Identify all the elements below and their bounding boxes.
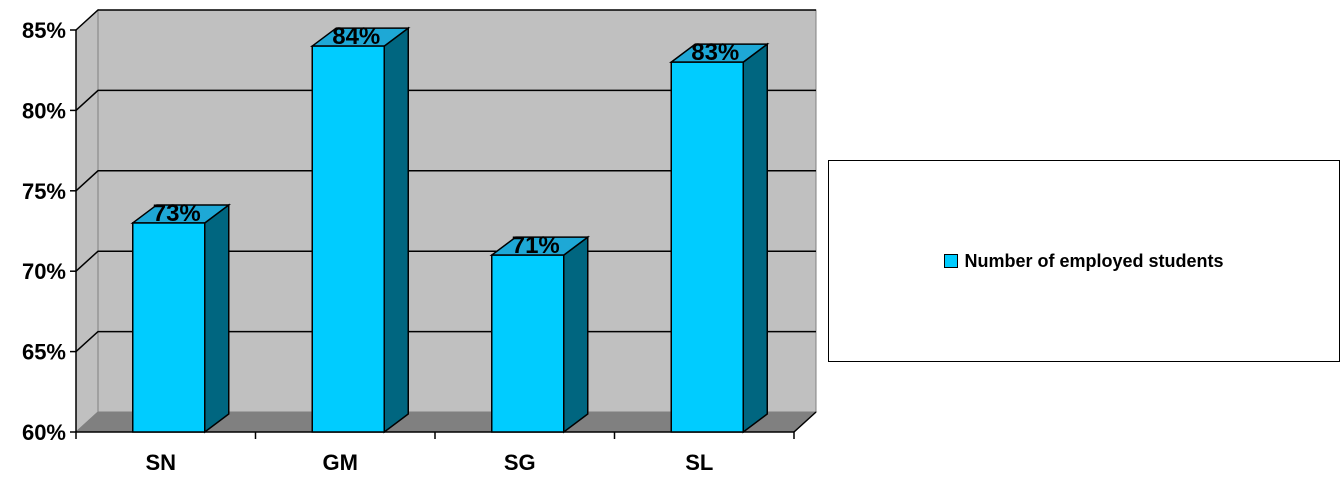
legend-entry: Number of employed students	[944, 250, 1224, 272]
bar-sn: 73%	[130, 200, 231, 434]
y-tick-label: 75%	[22, 179, 66, 204]
y-tick-label: 65%	[22, 340, 66, 365]
gridline	[75, 170, 816, 192]
bar-sg: 71%	[489, 232, 590, 434]
side-wall	[75, 8, 99, 434]
bar-front	[491, 254, 565, 433]
bar-side	[563, 235, 589, 434]
bar-front	[311, 45, 385, 433]
x-axis-depth	[793, 411, 817, 433]
x-axis-labels: SN GM SG SL	[145, 450, 713, 475]
bar-front	[670, 61, 744, 433]
y-tick-label: 60%	[22, 420, 66, 445]
x-category-label: SN	[145, 450, 176, 475]
legend: Number of employed students	[828, 160, 1340, 362]
x-category-label: GM	[323, 450, 358, 475]
y-tick-label: 80%	[22, 98, 66, 123]
bar-sl: 83%	[669, 39, 770, 434]
bar-gm: 84%	[310, 23, 411, 434]
gridline	[75, 9, 816, 31]
legend-swatch	[944, 254, 959, 268]
x-category-label: SL	[685, 450, 713, 475]
legend-label: Number of employed students	[964, 250, 1224, 271]
x-category-label: SG	[504, 450, 536, 475]
bar-side	[383, 26, 409, 434]
y-axis-ticks: 60% 65% 70% 75% 80% 85%	[22, 18, 76, 445]
bar-side	[204, 203, 230, 434]
bars: 73% 84% 71% 83%	[130, 23, 770, 434]
bar-side	[742, 42, 768, 434]
gridline	[75, 89, 816, 111]
y-tick-label: 70%	[22, 259, 66, 284]
y-tick-label: 85%	[22, 18, 66, 43]
data-label: 84%	[332, 23, 380, 50]
gridlines	[75, 9, 816, 353]
data-label: 83%	[691, 39, 739, 66]
data-label: 73%	[153, 200, 201, 227]
data-label: 71%	[512, 232, 560, 259]
bar-front	[132, 222, 206, 433]
